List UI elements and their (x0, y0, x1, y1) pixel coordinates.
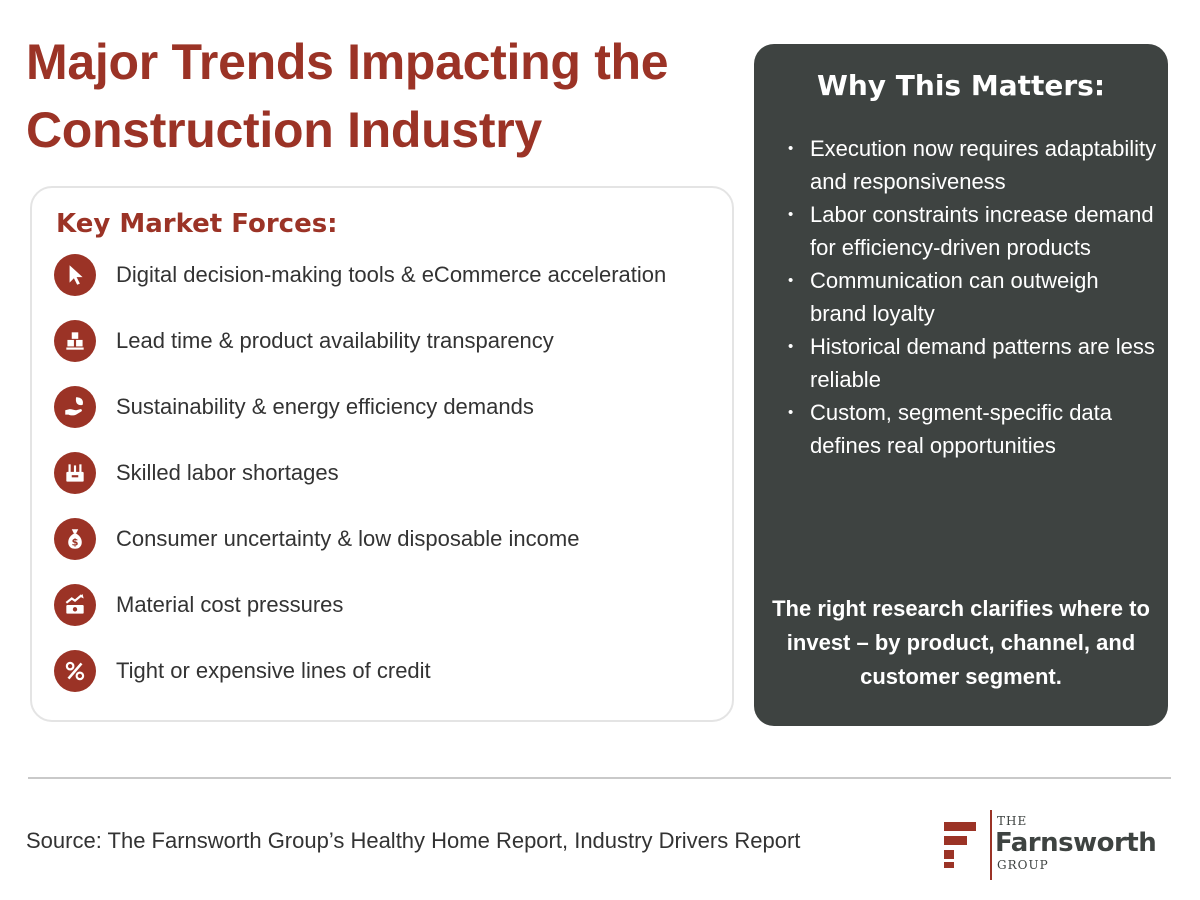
source-note: Source: The Farnsworth Group’s Healthy H… (26, 828, 801, 853)
force-label: Lead time & product availability transpa… (116, 328, 554, 353)
why-this-matters-panel: Why This Matters: Execution now requires… (754, 44, 1168, 726)
list-item: Communication can outweigh brand loyalty (788, 264, 1158, 330)
farnsworth-f-mark-icon (944, 822, 976, 868)
farnsworth-group-logo: THE Farnsworth GROUP (942, 810, 1172, 880)
hand-leaf-icon (54, 386, 96, 428)
list-item: Execution now requires adaptability and … (788, 132, 1158, 198)
force-label: Digital decision-making tools & eCommerc… (116, 262, 667, 287)
force-label: Sustainability & energy efficiency deman… (116, 394, 534, 419)
force-label: Material cost pressures (116, 592, 344, 617)
toolbox-icon (54, 452, 96, 494)
research-callout: The right research clarifies where to in… (772, 596, 1150, 689)
key-market-forces-heading: Key Market Forces: (56, 209, 338, 239)
force-item-consumer: $ Consumer uncertainty & low disposable … (54, 518, 724, 562)
force-label: Consumer uncertainty & low disposable in… (116, 526, 580, 551)
logo-name-text: Farnsworth (995, 828, 1157, 858)
force-item-sustainability: Sustainability & energy efficiency deman… (54, 386, 724, 430)
force-label: Tight or expensive lines of credit (116, 658, 431, 683)
list-item: Labor constraints increase demand for ef… (788, 198, 1158, 264)
boxes-icon (54, 320, 96, 362)
page-title: Major Trends Impacting the Construction … (26, 34, 669, 158)
logo-the-text: THE (997, 814, 1028, 828)
key-market-forces-panel: Key Market Forces: Digital decision-maki… (30, 186, 734, 722)
svg-text:$: $ (72, 538, 79, 549)
logo-divider (990, 810, 992, 880)
force-label: Skilled labor shortages (116, 460, 339, 485)
list-item: Custom, segment-specific data defines re… (788, 396, 1158, 462)
footer-divider (28, 777, 1171, 779)
logo-group-text: GROUP (997, 858, 1049, 872)
why-this-matters-list: Execution now requires adaptability and … (788, 132, 1158, 462)
force-item-lead-time: Lead time & product availability transpa… (54, 320, 724, 364)
force-item-digital-tools: Digital decision-making tools & eCommerc… (54, 254, 724, 298)
force-item-labor: Skilled labor shortages (54, 452, 724, 496)
percent-icon (54, 650, 96, 692)
list-item: Historical demand patterns are less reli… (788, 330, 1158, 396)
money-bag-icon: $ (54, 518, 96, 560)
force-item-material-cost: Material cost pressures (54, 584, 724, 628)
why-this-matters-heading: Why This Matters: (816, 69, 1106, 102)
cost-trend-icon (54, 584, 96, 626)
cursor-icon (54, 254, 96, 296)
force-item-credit: Tight or expensive lines of credit (54, 650, 724, 694)
